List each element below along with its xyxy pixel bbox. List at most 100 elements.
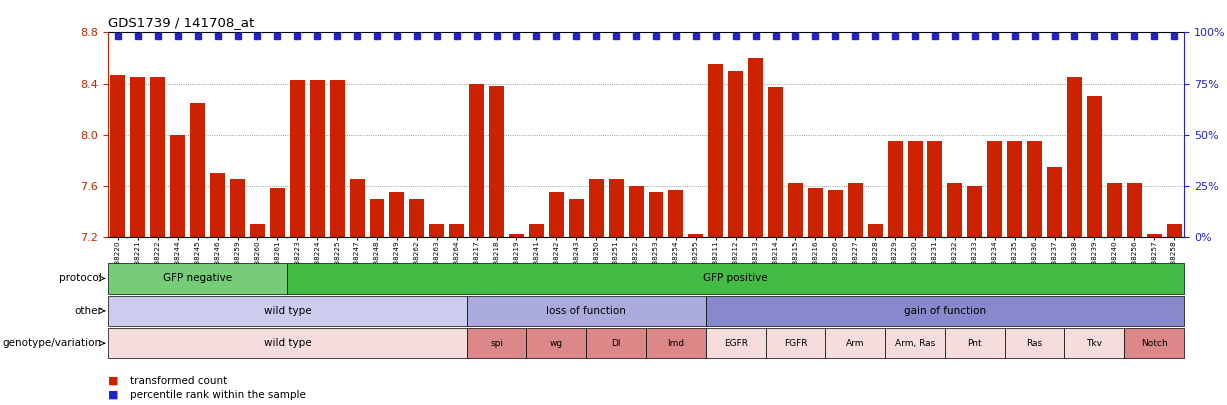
Point <box>606 33 626 39</box>
Point <box>964 33 984 39</box>
Point <box>1164 33 1184 39</box>
Point <box>427 33 447 39</box>
Text: percentile rank within the sample: percentile rank within the sample <box>130 390 306 400</box>
Point <box>785 33 805 39</box>
Bar <box>649 192 664 237</box>
Text: gain of function: gain of function <box>904 306 987 316</box>
Bar <box>490 86 504 237</box>
Bar <box>429 224 444 237</box>
Text: GDS1739 / 141708_at: GDS1739 / 141708_at <box>108 16 254 29</box>
Point <box>407 33 427 39</box>
Text: Pnt: Pnt <box>968 339 982 348</box>
Text: EGFR: EGFR <box>724 339 747 348</box>
Bar <box>1027 141 1042 237</box>
Bar <box>908 141 923 237</box>
Bar <box>848 183 863 237</box>
Bar <box>807 188 823 237</box>
Bar <box>748 58 763 237</box>
Text: GFP positive: GFP positive <box>703 273 768 283</box>
Bar <box>110 75 125 237</box>
Point <box>526 33 546 39</box>
Point <box>308 33 328 39</box>
Text: Arm: Arm <box>845 339 865 348</box>
Point <box>248 33 267 39</box>
Bar <box>728 71 744 237</box>
Bar <box>309 80 325 237</box>
Bar <box>509 234 524 237</box>
Bar <box>210 173 225 237</box>
Text: FGFR: FGFR <box>784 339 807 348</box>
Bar <box>290 80 304 237</box>
Text: ■: ■ <box>108 376 119 386</box>
Bar <box>151 77 166 237</box>
Bar <box>548 192 564 237</box>
Bar <box>887 141 903 237</box>
Text: spi: spi <box>490 339 503 348</box>
Text: protocol: protocol <box>59 273 102 283</box>
Bar <box>1067 77 1082 237</box>
Text: Ras: Ras <box>1027 339 1043 348</box>
Point <box>367 33 387 39</box>
Point <box>845 33 865 39</box>
Point <box>985 33 1005 39</box>
Point <box>168 33 188 39</box>
Bar <box>947 183 962 237</box>
Point <box>148 33 168 39</box>
Text: other: other <box>74 306 102 316</box>
Point <box>1025 33 1044 39</box>
Text: Imd: Imd <box>667 339 685 348</box>
Bar <box>469 83 485 237</box>
Point <box>906 33 925 39</box>
Bar <box>688 234 703 237</box>
Text: transformed count: transformed count <box>130 376 227 386</box>
Point <box>328 33 347 39</box>
Bar <box>1126 183 1141 237</box>
Bar <box>589 179 604 237</box>
Bar <box>1007 141 1022 237</box>
Bar <box>867 224 882 237</box>
Point <box>228 33 248 39</box>
Point <box>587 33 606 39</box>
Bar <box>828 190 843 237</box>
Point <box>188 33 207 39</box>
Bar <box>1147 234 1162 237</box>
Point <box>1085 33 1104 39</box>
Point <box>108 33 128 39</box>
Bar <box>768 87 783 237</box>
Bar <box>330 80 345 237</box>
Bar <box>788 183 802 237</box>
Bar <box>1107 183 1121 237</box>
Point <box>507 33 526 39</box>
Point <box>865 33 885 39</box>
Bar <box>410 198 425 237</box>
Bar <box>988 141 1002 237</box>
Point <box>546 33 566 39</box>
Point <box>207 33 227 39</box>
Bar <box>270 188 285 237</box>
Bar <box>389 192 405 237</box>
Text: wild type: wild type <box>264 306 312 316</box>
Point <box>647 33 666 39</box>
Point <box>1104 33 1124 39</box>
Bar <box>669 190 683 237</box>
Bar <box>250 224 265 237</box>
Text: loss of function: loss of function <box>546 306 626 316</box>
Point <box>746 33 766 39</box>
Bar <box>171 135 185 237</box>
Point <box>686 33 706 39</box>
Point <box>666 33 686 39</box>
Bar <box>130 77 145 237</box>
Point <box>706 33 725 39</box>
Bar <box>1087 96 1102 237</box>
Text: genotype/variation: genotype/variation <box>2 338 102 348</box>
Bar <box>569 198 584 237</box>
Point <box>626 33 645 39</box>
Point <box>267 33 287 39</box>
Point <box>1005 33 1025 39</box>
Text: wild type: wild type <box>264 338 312 348</box>
Text: ■: ■ <box>108 390 119 400</box>
Point <box>567 33 587 39</box>
Bar <box>190 103 205 237</box>
Point <box>487 33 507 39</box>
Point <box>925 33 945 39</box>
